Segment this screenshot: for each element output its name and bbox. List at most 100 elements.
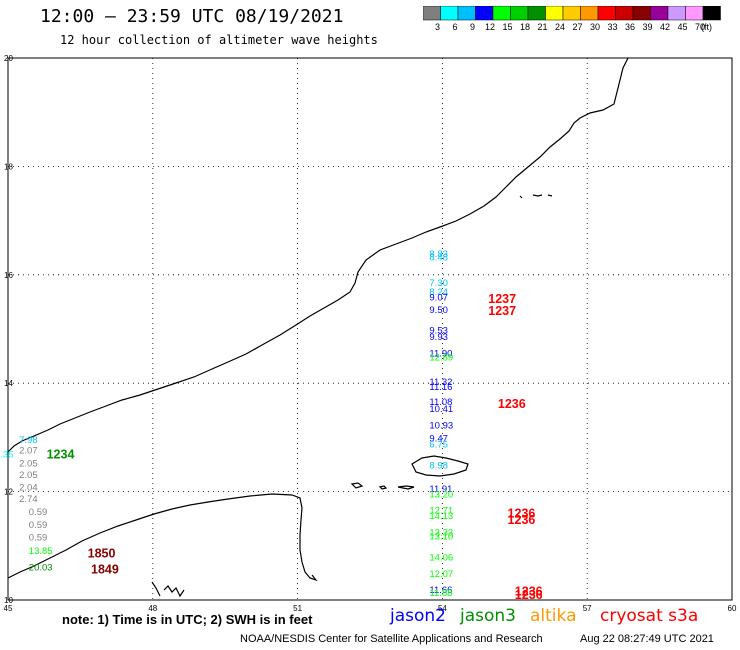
wave-height-value: 10.93 [429,420,453,431]
wave-height-value: 11.88 [429,588,452,599]
color-scale-label: 27 [572,22,582,32]
legend-altika: altika [530,606,577,626]
wave-height-value: 6.75 [429,439,448,450]
wave-height-value: 9.93 [429,332,448,343]
wave-height-value: 11.08 [429,397,452,408]
kuria-muria-islands [519,194,553,199]
coastline [7,57,629,598]
wave-height-value: 8.48 [429,252,448,263]
latitude-tick-label: 20 [4,54,13,63]
color-scale-label: 33 [607,22,617,32]
color-scale-label: 6 [452,22,457,32]
small-island-a [350,482,364,489]
wave-height-value: 9.50 [429,305,448,316]
wave-height-value: 11.32 [429,377,452,388]
socotra-island [411,455,469,477]
color-scale-label: 15 [502,22,512,32]
small-island-b [378,485,388,490]
horn-coast-detail [151,581,185,598]
wave-height-value: 0.59 [29,520,48,531]
color-scale-label: 9 [470,22,475,32]
latitude-tick-label: 16 [4,271,13,280]
wave-height-value: 2.74 [19,494,37,505]
longitude-tick-label: 45 [4,604,13,613]
color-scale-legend: 3 6 9 12 15 18 21 24 27 30 33 36 39 42 45 70(ft) [423,6,721,32]
pass-time-label: 1849 [91,563,119,577]
wave-height-value: 13.85 [29,546,53,557]
wave-height-value: 2.07 [19,445,37,456]
longitude-tick-label: 51 [293,604,302,613]
color-swatch [702,6,721,21]
latitude-tick-label: 12 [4,488,13,497]
wave-height-value: 3.35 [0,450,14,461]
wave-height-value: 0.59 [29,507,48,518]
wave-height-value: 14.06 [429,553,453,564]
wave-height-value: 8.98 [429,461,448,472]
gridlines [8,58,732,600]
wave-height-value: 10.41 [429,404,453,415]
wave-height-value: 12.71 [429,506,453,517]
wave-height-value: 13.20 [429,489,453,500]
wave-height-value: 7.30 [429,278,448,289]
axis-tick-labels: 45 48 51 54 57 60 20 18 16 14 12 10 [4,54,737,613]
color-scale-label: 18 [520,22,530,32]
color-scale-label: 39 [642,22,652,32]
footer-credit: NOAA/NESDIS Center for Satellite Applica… [240,633,543,645]
pass-time-label: 1236 [508,506,536,520]
wave-height-value: 7.98 [19,435,37,446]
color-scale-label: 3 [435,22,440,32]
longitude-tick-label: 48 [148,604,157,613]
wave-height-value: 11.16 [429,382,452,393]
longitude-tick-label: 54 [438,604,447,613]
wave-height-value: 13.10 [429,532,453,543]
wave-height-value: 12.89 [429,353,453,364]
legend-cryosat-s3a: cryosat s3a [600,606,699,626]
color-scale-label: 30 [590,22,600,32]
arabian-coastline [7,57,629,453]
pass-time-label: 1234 [47,448,75,462]
wave-height-value: 14.13 [429,511,453,522]
latitude-tick-label: 18 [4,162,13,171]
pass-time-label: 1236 [515,588,543,602]
color-scale-label: 36 [625,22,635,32]
somalia-coastline [7,493,318,582]
pass-time-label: 1237 [488,304,516,318]
color-scale-label: 70 [695,22,705,32]
legend-jason2: jason2 [390,606,446,626]
abd-al-kuri-island [397,485,415,490]
map-subtitle: 12 hour collection of altimeter wave hei… [60,33,378,47]
pass-time-label: 1236 [515,584,543,598]
pass-time-label: 1237 [488,292,516,306]
wave-height-value: 8.83 [429,249,448,260]
pass-time-label: 1236 [508,513,536,527]
wave-height-value: 2.04 [19,482,37,493]
color-scale-label: 21 [537,22,547,32]
pass-time-label: 1236 [498,397,526,411]
wave-height-value: 9.53 [429,326,448,337]
wave-height-value: 11.90 [429,348,452,359]
wave-height-value: 0.59 [29,533,48,544]
legend-jason3: jason3 [460,606,516,626]
color-scale-label: 42 [660,22,670,32]
longitude-tick-label: 60 [728,604,737,613]
color-scale-label: 24 [555,22,565,32]
wave-height-value: 2.05 [19,470,37,481]
wave-height-value: 11.66 [429,585,452,596]
wave-height-value: 2.05 [19,458,37,469]
wave-height-value: 8.24 [429,287,448,298]
observation-labels: 8.838.487.308.249.079.509.539.9311.9012.… [0,249,453,599]
color-scale-unit: (ft) [701,22,712,32]
wave-height-value: 20.03 [29,562,53,573]
map-title: 12:00 – 23:59 UTC 08/19/2021 [40,6,344,27]
wave-height-value: 9.47 [429,433,448,444]
latitude-tick-label: 14 [4,379,13,388]
wave-height-value: 13.33 [429,527,453,538]
map-frame [7,57,733,601]
wave-height-value: 9.07 [429,293,448,304]
longitude-tick-label: 57 [583,604,592,613]
color-scale-label: 45 [677,22,687,32]
latitude-tick-label: 10 [4,596,13,605]
pass-time-label: 1850 [88,546,116,560]
